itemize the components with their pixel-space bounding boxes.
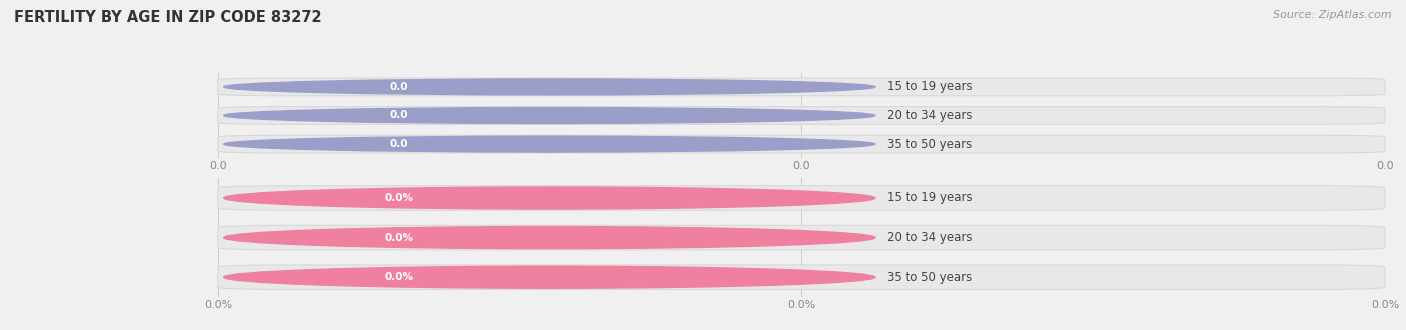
FancyBboxPatch shape: [218, 78, 1385, 96]
Text: Source: ZipAtlas.com: Source: ZipAtlas.com: [1274, 10, 1392, 20]
FancyBboxPatch shape: [218, 225, 1385, 250]
FancyBboxPatch shape: [371, 138, 427, 150]
Text: 0.0: 0.0: [389, 111, 408, 120]
Text: 35 to 50 years: 35 to 50 years: [887, 138, 972, 150]
FancyBboxPatch shape: [371, 110, 427, 121]
FancyBboxPatch shape: [218, 135, 1385, 153]
Circle shape: [224, 227, 875, 248]
Text: FERTILITY BY AGE IN ZIP CODE 83272: FERTILITY BY AGE IN ZIP CODE 83272: [14, 10, 322, 25]
FancyBboxPatch shape: [218, 107, 1385, 124]
Text: 0.0%: 0.0%: [384, 193, 413, 203]
FancyBboxPatch shape: [371, 269, 427, 285]
FancyBboxPatch shape: [371, 190, 427, 206]
Circle shape: [224, 187, 875, 209]
Text: 15 to 19 years: 15 to 19 years: [887, 191, 972, 205]
Text: 0.0%: 0.0%: [384, 233, 413, 243]
FancyBboxPatch shape: [371, 81, 427, 93]
Text: 0.0: 0.0: [389, 139, 408, 149]
Text: 20 to 34 years: 20 to 34 years: [887, 109, 972, 122]
Circle shape: [224, 266, 875, 288]
Text: 35 to 50 years: 35 to 50 years: [887, 271, 972, 284]
Text: 0.0%: 0.0%: [384, 272, 413, 282]
Text: 15 to 19 years: 15 to 19 years: [887, 81, 972, 93]
Circle shape: [224, 136, 875, 152]
FancyBboxPatch shape: [218, 186, 1385, 210]
Text: 0.0: 0.0: [389, 82, 408, 92]
Text: 20 to 34 years: 20 to 34 years: [887, 231, 972, 244]
Circle shape: [224, 108, 875, 123]
FancyBboxPatch shape: [371, 229, 427, 246]
Circle shape: [224, 79, 875, 95]
FancyBboxPatch shape: [218, 265, 1385, 289]
